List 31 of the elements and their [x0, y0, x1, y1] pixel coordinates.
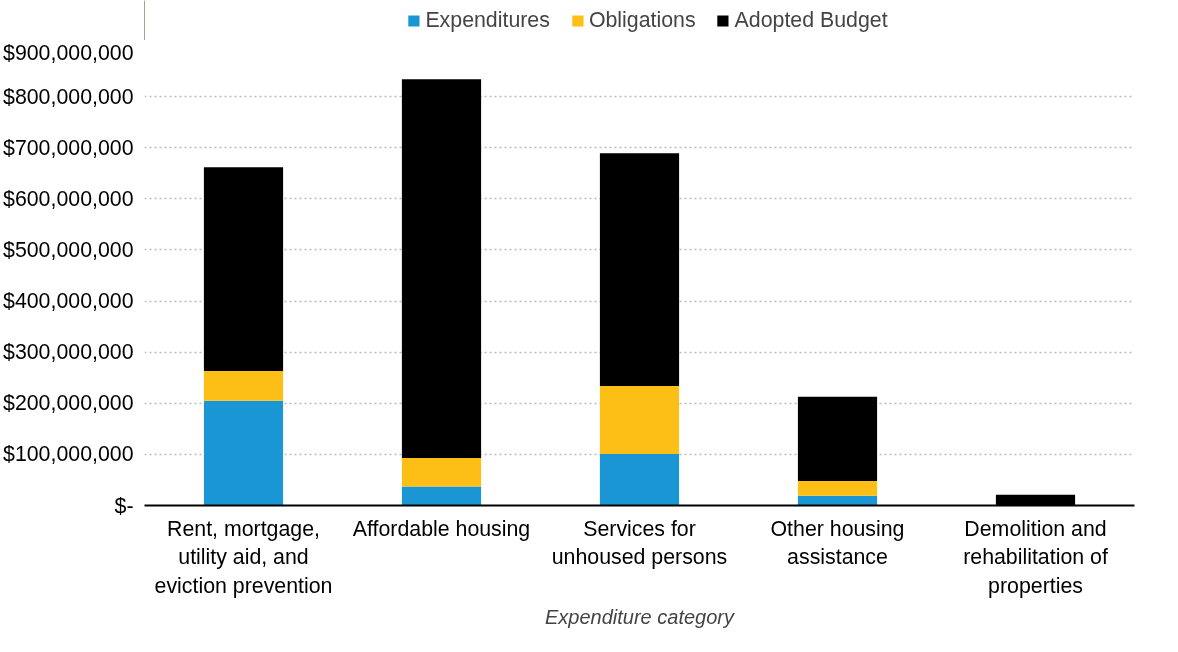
- bar: [401, 486, 482, 506]
- legend-label: Adopted Budget: [734, 7, 888, 33]
- bar: [599, 453, 680, 506]
- y-tick-label: $100,000,000: [3, 442, 134, 467]
- y-tick-label: $400,000,000: [3, 289, 134, 314]
- x-tick-label: Services for unhoused persons: [551, 516, 728, 570]
- x-axis-title: Expenditure category: [545, 606, 735, 629]
- bar: [203, 371, 284, 401]
- bar: [401, 79, 482, 458]
- bar: [797, 480, 878, 496]
- x-tick-label: Demolition and rehabilitation of properties: [963, 516, 1108, 599]
- x-tick-label: Other housing assistance: [770, 516, 905, 570]
- y-tick-label: $800,000,000: [3, 84, 134, 109]
- x-tick-label: Affordable housing: [352, 516, 531, 541]
- y-tick-label: $700,000,000: [3, 135, 134, 160]
- y-tick-label: $600,000,000: [3, 186, 134, 211]
- y-tick-label: $900,000,000: [3, 40, 134, 65]
- bar: [599, 385, 680, 454]
- x-tick-label: Rent, mortgage, utility aid, and eviction prevention: [154, 516, 333, 599]
- bar: [203, 167, 284, 372]
- y-tick-label: $200,000,000: [3, 391, 134, 416]
- y-tick-label: $500,000,000: [3, 237, 134, 262]
- y-tick-label: $-: [114, 493, 134, 518]
- bar: [797, 495, 878, 506]
- y-tick-label: $300,000,000: [3, 340, 134, 365]
- bar: [797, 396, 878, 481]
- legend-label: Obligations: [588, 7, 696, 33]
- bar: [401, 457, 482, 487]
- bar: [599, 153, 680, 386]
- legend-label: Expenditures: [425, 7, 550, 33]
- bar: [203, 400, 284, 506]
